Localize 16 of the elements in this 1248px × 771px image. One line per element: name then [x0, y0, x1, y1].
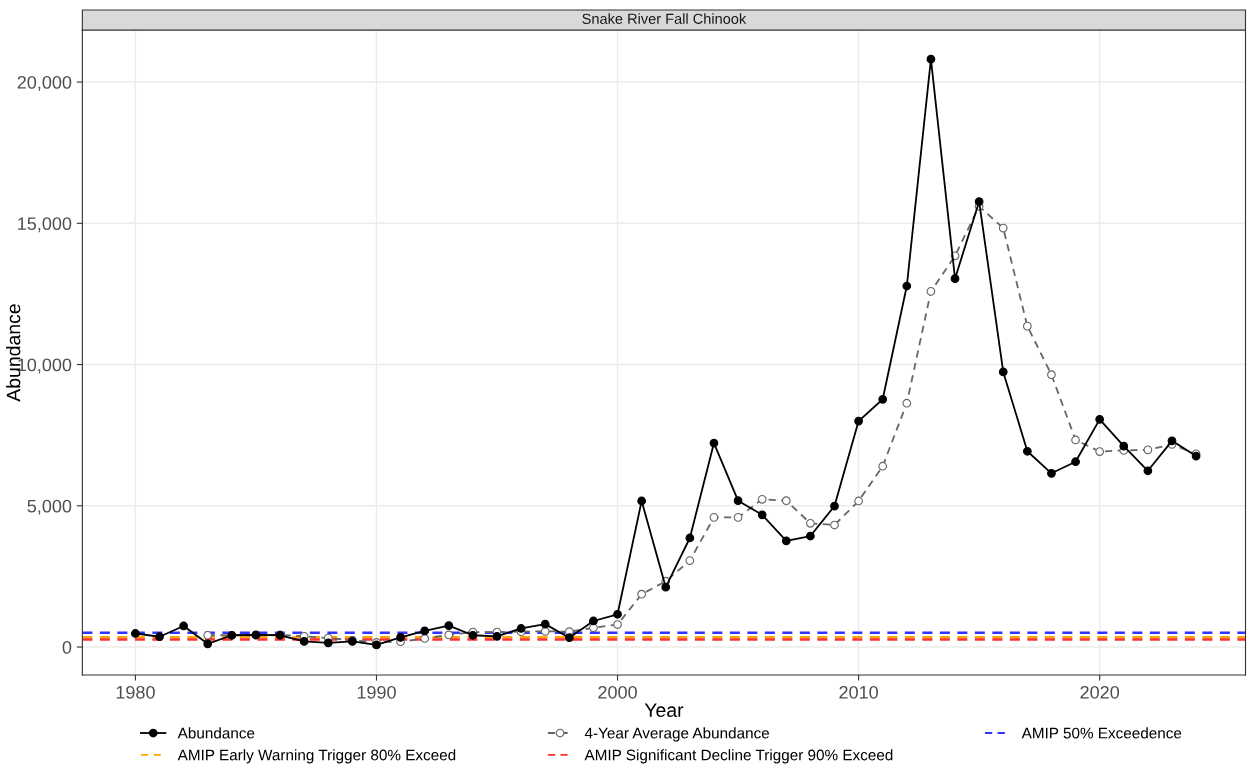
x-tick-label: 2000 [598, 685, 637, 699]
y-tick-label: 0 [62, 640, 72, 654]
legend-label: AMIP 50% Exceedence [1021, 727, 1182, 739]
chart-title: Snake River Fall Chinook [582, 13, 747, 24]
legend-label: Abundance [177, 727, 255, 739]
y-tick-label: 5,000 [27, 499, 72, 515]
x-tick-label: 2010 [839, 685, 878, 699]
legend-label: AMIP Early Warning Trigger 80% Exceed [177, 749, 456, 764]
legend-label: AMIP Significant Decline Trigger 90% Exceed [584, 749, 893, 764]
x-tick-label: 2020 [1080, 685, 1120, 699]
y-tick-label: 20,000 [17, 75, 72, 91]
legend-label: 4-Year Average Abundance [584, 727, 770, 742]
x-axis-title: Year [644, 703, 684, 718]
x-tick-label: 1980 [116, 685, 155, 699]
y-tick-label: 15,000 [18, 217, 72, 233]
x-tick-label: 1990 [357, 685, 396, 699]
